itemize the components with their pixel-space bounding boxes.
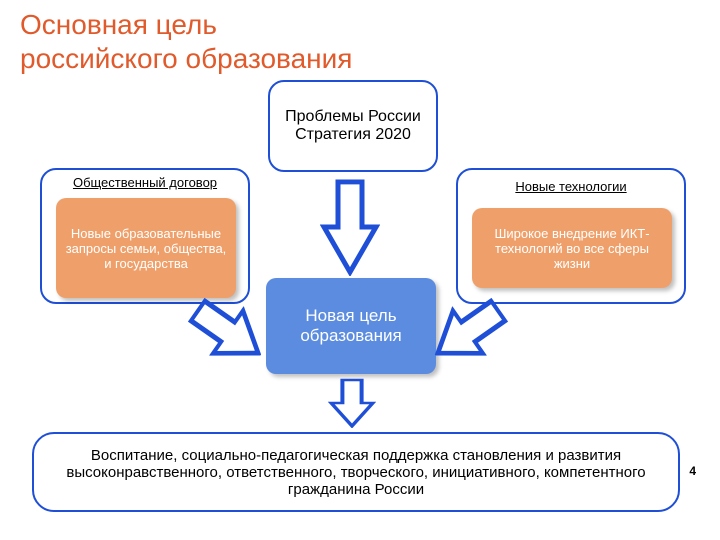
arrow-center-to-bottom — [328, 378, 376, 428]
left-box-label: Общественный договор — [42, 176, 248, 191]
title-line2: российского образования — [20, 43, 352, 74]
center-box: Новая цель образования — [266, 278, 436, 374]
right-inner-text: Широкое внедрение ИКТ-технологий во все … — [472, 222, 672, 275]
page-number: 4 — [689, 464, 696, 478]
right-box-inner: Широкое внедрение ИКТ-технологий во все … — [472, 208, 672, 288]
right-box-label: Новые технологии — [458, 180, 684, 195]
left-box-inner: Новые образовательные запросы семьи, общ… — [56, 198, 236, 298]
page-title: Основная цель российского образования — [20, 8, 352, 75]
bottom-box: Воспитание, социально-педагогическая под… — [32, 432, 680, 512]
top-box: Проблемы России Стратегия 2020 — [268, 80, 438, 172]
title-line1: Основная цель — [20, 9, 217, 40]
top-box-text: Проблемы России Стратегия 2020 — [270, 104, 436, 148]
bottom-box-text: Воспитание, социально-педагогическая под… — [34, 443, 678, 502]
center-box-text: Новая цель образования — [266, 302, 436, 350]
arrow-top-to-center — [320, 178, 380, 276]
left-inner-text: Новые образовательные запросы семьи, общ… — [56, 222, 236, 275]
